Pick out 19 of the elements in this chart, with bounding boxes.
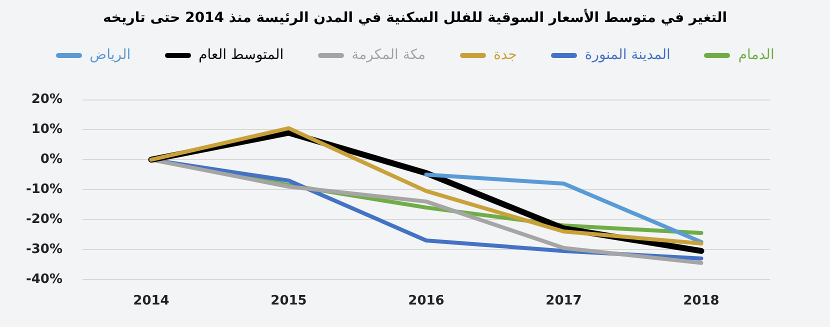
legend-label: المدينة المنورة — [584, 47, 670, 63]
legend-label: الرياض — [90, 47, 131, 63]
x-tick-label: 2015 — [270, 294, 307, 309]
y-tick-label: -20% — [26, 212, 63, 227]
x-tick-label: 2014 — [133, 294, 170, 309]
y-tick-label: 0% — [40, 152, 63, 168]
legend-label: مكة المكرمة — [352, 47, 426, 63]
x-tick-label: 2016 — [408, 294, 444, 309]
x-tick-label: 2018 — [683, 294, 720, 309]
y-tick-label: -10% — [26, 182, 63, 197]
x-tick-label: 2017 — [546, 294, 582, 309]
y-tick-label: 10% — [31, 122, 63, 138]
y-tick-label: -30% — [26, 242, 63, 257]
legend-label: المتوسط العام — [198, 47, 284, 63]
y-tick-label: 20% — [31, 92, 63, 108]
chart-title: التغير في متوسط الأسعار السوقية للفلل السكنية في المدن الرئيسة منذ 2014 حتى تاريخه — [102, 8, 728, 28]
legend-label: الدمام — [738, 47, 774, 63]
y-tick-label: -40% — [26, 272, 63, 287]
legend-label: جدة — [494, 47, 517, 63]
